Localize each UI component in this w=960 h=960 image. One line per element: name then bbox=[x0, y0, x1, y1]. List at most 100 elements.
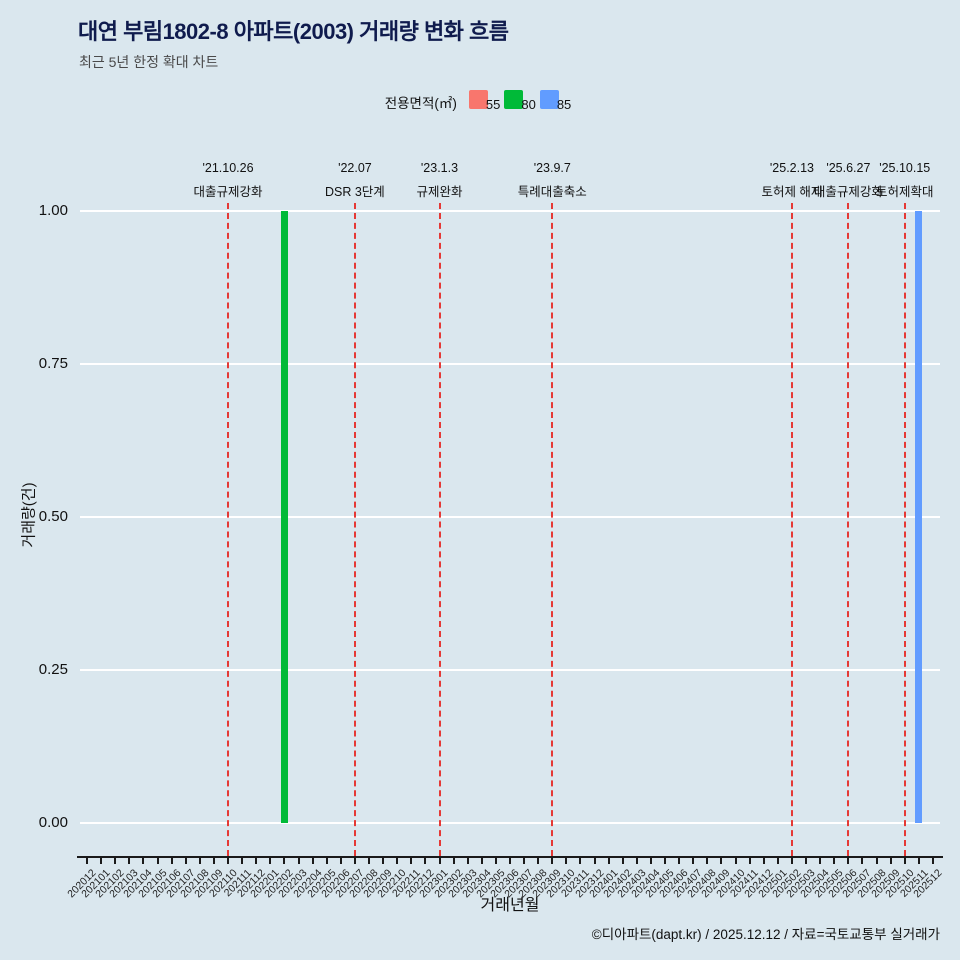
x-tick-mark bbox=[509, 858, 511, 864]
x-tick-mark bbox=[678, 858, 681, 864]
event-name-label: 대출규제강화 bbox=[813, 185, 883, 199]
x-tick-mark bbox=[170, 858, 173, 864]
gridline-0.25 bbox=[80, 669, 940, 671]
x-tick-mark bbox=[537, 858, 540, 864]
x-tick-mark bbox=[635, 858, 638, 864]
x-tick-mark bbox=[565, 858, 568, 864]
x-tick-mark bbox=[325, 858, 328, 864]
event-date-label: '23.1.3 bbox=[420, 161, 459, 175]
bar-85-202511 bbox=[915, 211, 923, 823]
x-tick-mark bbox=[100, 858, 103, 864]
legend-value-55: 55 bbox=[485, 97, 501, 112]
x-tick-mark bbox=[621, 858, 624, 864]
x-tick-mark bbox=[579, 858, 582, 864]
event-line-202506 bbox=[847, 203, 850, 856]
event-line-202110 bbox=[227, 203, 230, 856]
x-tick-mark bbox=[339, 858, 342, 864]
y-tick-label: 0.00 bbox=[38, 814, 68, 831]
x-tick-mark bbox=[847, 858, 850, 864]
event-date-label: '22.07 bbox=[338, 161, 372, 175]
event-name-label: 토허제확대 bbox=[875, 185, 934, 199]
footer-credit: ©디아파트(dapt.kr) / 2025.12.12 / 자료=국토교통부 실… bbox=[591, 927, 940, 942]
x-tick-mark bbox=[114, 858, 117, 864]
x-tick-mark bbox=[269, 858, 272, 864]
x-tick-mark bbox=[410, 858, 413, 864]
x-tick-mark bbox=[706, 858, 709, 864]
x-tick-mark bbox=[861, 858, 864, 864]
x-tick-mark bbox=[819, 858, 822, 864]
x-tick-mark bbox=[128, 858, 131, 864]
x-tick-mark bbox=[551, 858, 554, 864]
x-tick-mark bbox=[311, 858, 314, 864]
chart-subtitle: 최근 5년 한정 확대 차트 bbox=[79, 54, 219, 70]
x-tick-mark bbox=[833, 858, 836, 864]
x-tick-mark bbox=[452, 858, 455, 864]
page-title: 대연 부림1802-8 아파트(2003) 거래량 변화 흐름 bbox=[78, 19, 509, 44]
x-tick-mark bbox=[283, 858, 286, 864]
x-tick-mark bbox=[212, 858, 215, 864]
event-name-label: 규제완화 bbox=[416, 185, 463, 199]
event-name-label: 특례대출축소 bbox=[517, 185, 587, 199]
event-date-label: '23.9.7 bbox=[533, 161, 571, 175]
x-tick-mark bbox=[142, 858, 145, 864]
x-tick-mark bbox=[593, 858, 596, 864]
x-tick-mark bbox=[438, 858, 441, 864]
legend-swatch-85 bbox=[539, 90, 559, 109]
x-tick-mark bbox=[903, 858, 906, 864]
x-tick-mark bbox=[227, 858, 230, 864]
x-tick-mark bbox=[241, 858, 244, 864]
x-tick-mark bbox=[368, 858, 371, 864]
event-line-202502 bbox=[790, 203, 793, 856]
x-tick-mark bbox=[466, 858, 469, 864]
bar-80-202202 bbox=[280, 211, 288, 823]
event-name-label: DSR 3단계 bbox=[324, 185, 385, 199]
x-tick-mark bbox=[382, 858, 385, 864]
event-date-label: '21.10.26 bbox=[202, 161, 254, 175]
x-axis-title: 거래년월 bbox=[480, 897, 540, 914]
x-tick-mark bbox=[931, 858, 934, 864]
x-tick-mark bbox=[692, 858, 695, 864]
event-line-202510 bbox=[903, 203, 906, 856]
legend-items: 55 80 85 bbox=[468, 90, 575, 114]
event-name-label: 토허제 해제 bbox=[761, 185, 823, 199]
x-tick-mark bbox=[424, 858, 427, 864]
event-date-label: '25.2.13 bbox=[769, 161, 814, 175]
x-tick-mark bbox=[664, 858, 667, 864]
x-axis-line bbox=[77, 856, 943, 858]
event-line-202301 bbox=[438, 203, 441, 856]
y-tick-label: 0.75 bbox=[38, 355, 68, 372]
gridline-0.50 bbox=[80, 516, 940, 518]
x-tick-mark bbox=[889, 858, 892, 864]
x-tick-mark bbox=[748, 858, 751, 864]
x-tick-mark bbox=[917, 858, 920, 864]
x-tick-mark bbox=[720, 858, 723, 864]
x-tick-mark bbox=[480, 858, 483, 864]
legend-value-85: 85 bbox=[556, 97, 572, 112]
event-date-label: '25.6.27 bbox=[826, 161, 871, 175]
y-tick-label: 0.50 bbox=[38, 508, 68, 525]
x-tick-mark bbox=[156, 858, 159, 864]
x-tick-mark bbox=[875, 858, 878, 864]
event-date-label: '25.10.15 bbox=[879, 161, 931, 175]
x-tick-mark bbox=[607, 858, 610, 864]
x-tick-mark bbox=[297, 858, 300, 864]
event-line-202207 bbox=[353, 203, 356, 856]
x-tick-mark bbox=[790, 858, 793, 864]
legend-title: 전용면적(㎡) bbox=[384, 96, 457, 111]
gridline-0.00 bbox=[80, 822, 940, 824]
x-tick-mark bbox=[396, 858, 399, 864]
gridline-0.75 bbox=[80, 363, 940, 365]
x-tick-mark bbox=[776, 858, 779, 864]
x-tick-mark bbox=[734, 858, 737, 864]
legend-swatch-80 bbox=[504, 90, 524, 109]
event-name-label: 대출규제강화 bbox=[193, 185, 263, 199]
legend-swatch-55 bbox=[468, 90, 488, 109]
x-tick-mark bbox=[762, 858, 765, 864]
legend: 전용면적(㎡) 55 80 85 bbox=[0, 90, 960, 114]
x-tick-mark bbox=[86, 858, 89, 864]
gridline-1.00 bbox=[80, 210, 940, 212]
x-tick-mark bbox=[494, 858, 497, 864]
y-tick-label: 0.25 bbox=[38, 661, 68, 678]
x-tick-mark bbox=[184, 858, 187, 864]
